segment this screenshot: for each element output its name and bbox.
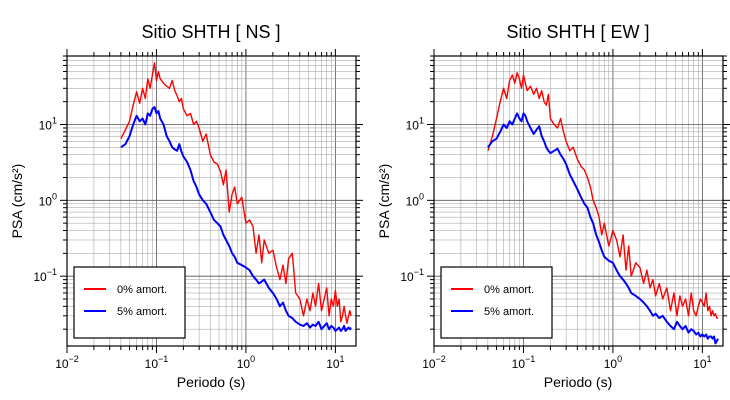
chart-title: Sitio SHTH [ NS ] — [141, 22, 280, 42]
legend-label-0: 0% amort. — [484, 284, 534, 296]
y-axis-label: PSA (cm/s²) — [376, 164, 392, 239]
legend-label-1: 5% amort. — [484, 306, 534, 318]
x-tick-label: 10−1 — [512, 354, 536, 371]
series-lines — [120, 62, 352, 332]
x-tick-label: 100 — [237, 354, 255, 371]
x-tick-label: 100 — [604, 354, 622, 371]
series-line-0 — [120, 62, 352, 324]
x-axis-label: Periodo (s) — [544, 374, 612, 390]
legend-box — [73, 266, 186, 339]
series-line-0 — [487, 72, 719, 319]
plot-frame — [66, 55, 357, 347]
x-tick-label: 10−1 — [145, 354, 169, 371]
legend: 0% amort. 5% amort. — [440, 266, 553, 339]
series-lines — [487, 72, 719, 345]
x-tick-label: 10−2 — [422, 354, 446, 371]
chart-panel-ew: Sitio SHTH [ EW ] 0% amort. 5% amort. Pe… — [376, 22, 730, 390]
y-tick-label: 10−1 — [33, 267, 57, 284]
y-tick-label: 101 — [406, 115, 424, 132]
series-line-1 — [487, 112, 719, 345]
y-tick-label: 100 — [39, 191, 57, 208]
legend: 0% amort. 5% amort. — [73, 266, 186, 339]
y-axis-label: PSA (cm/s²) — [9, 164, 25, 239]
chart-title: Sitio SHTH [ EW ] — [506, 22, 649, 42]
legend-label-0: 0% amort. — [117, 284, 167, 296]
series-line-1 — [120, 106, 352, 332]
y-tick-label: 101 — [39, 115, 57, 132]
chart-panel-ns: Sitio SHTH [ NS ] 0% amort. 5% amort. Pe… — [9, 22, 363, 390]
x-axis-label: Periodo (s) — [177, 374, 245, 390]
legend-box — [440, 266, 553, 339]
y-tick-label: 10−1 — [400, 267, 424, 284]
legend-label-1: 5% amort. — [117, 306, 167, 318]
x-tick-label: 10−2 — [55, 354, 79, 371]
x-tick-label: 101 — [326, 354, 344, 371]
x-tick-label: 101 — [693, 354, 711, 371]
plot-frame — [433, 55, 724, 347]
y-tick-label: 100 — [406, 191, 424, 208]
axis-ticks — [60, 49, 363, 353]
axis-ticks — [427, 49, 730, 353]
